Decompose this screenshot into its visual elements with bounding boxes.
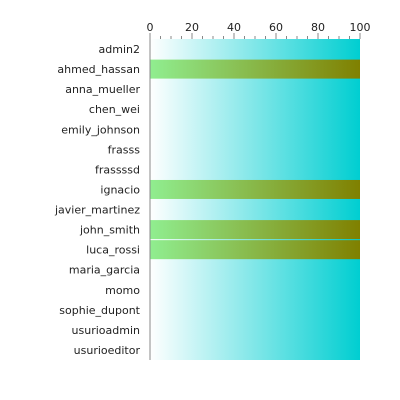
category-label: emily_johnson [61, 123, 140, 136]
x-tick-label: 80 [311, 21, 325, 34]
bars-group [150, 59, 360, 260]
x-tick-label: 100 [350, 21, 371, 34]
category-label: ahmed_hassan [57, 63, 140, 76]
bar-john_smith [150, 220, 360, 240]
x-tick-label: 0 [147, 21, 154, 34]
category-label: frasss [108, 143, 141, 156]
category-label: sophie_dupont [59, 304, 140, 317]
category-label: momo [105, 284, 140, 297]
category-label: anna_mueller [65, 83, 140, 96]
plot-background [150, 39, 360, 360]
x-tick-label: 60 [269, 21, 283, 34]
category-label: chen_wei [89, 103, 140, 116]
bar-ignacio [150, 179, 360, 199]
category-label: javier_martinez [54, 204, 140, 217]
bar-ahmed_hassan [150, 59, 360, 79]
category-label: luca_rossi [86, 244, 140, 257]
category-label: admin2 [99, 43, 140, 56]
axes-group: admin2 ahmed_hassan anna_mueller chen_weiem… [54, 21, 371, 360]
category-label: usurioadmin [72, 324, 140, 337]
x-tick-label: 40 [227, 21, 241, 34]
bar-luca_rossi [150, 240, 360, 260]
category-label: usurioeditor [74, 344, 141, 357]
category-label: maria_garcia [69, 264, 140, 277]
category-label: ignacio [100, 183, 140, 196]
x-tick-label: 20 [185, 21, 199, 34]
category-label: frassssd [95, 163, 140, 176]
category-label: john_smith [79, 224, 140, 237]
